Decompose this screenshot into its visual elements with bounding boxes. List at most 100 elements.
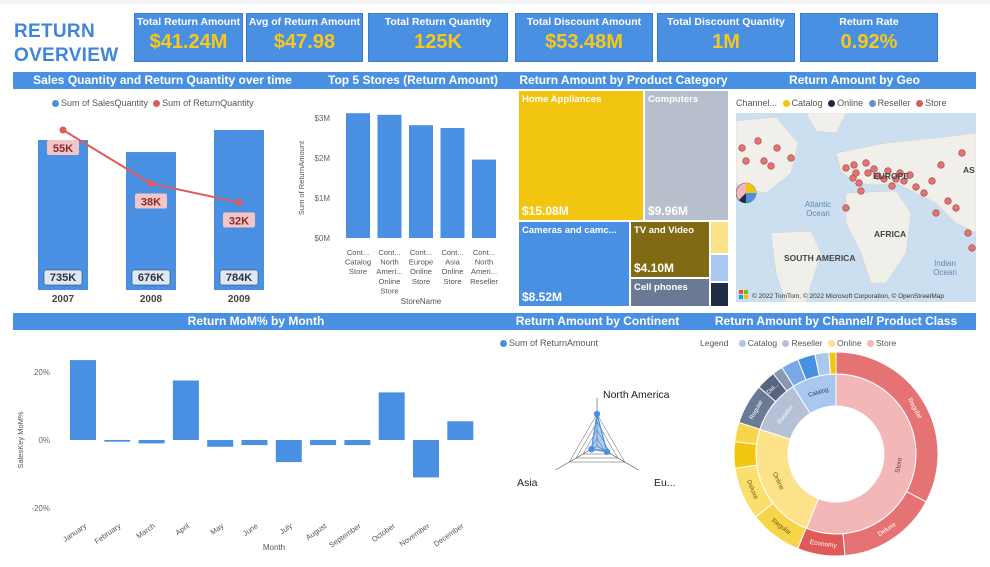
- channel-sunburst-chart[interactable]: RegularDeluxeEconomyStoreOnlineRegularDe…: [696, 348, 976, 562]
- map-store-dot: [864, 169, 872, 177]
- map-store-dot: [912, 183, 920, 191]
- x-tick-label: Store: [412, 277, 430, 286]
- continent-radar-chart[interactable]: North America Eu... Asia: [499, 350, 696, 560]
- return-data-label: 55K: [53, 143, 73, 155]
- kpi-value: $41.24M: [149, 31, 228, 53]
- treemap-cameras[interactable]: Cameras and camc... $8.52M: [519, 222, 629, 306]
- x-tick-label: June: [241, 521, 259, 538]
- sales-bar: [38, 140, 88, 290]
- sales-data-label: 676K: [138, 272, 164, 284]
- y-axis-label: SalesKey MoM%: [16, 411, 25, 468]
- page-title: RETURN OVERVIEW: [14, 20, 129, 68]
- legend-returns: Sum of ReturnQuantity: [162, 98, 254, 108]
- y-axis-label: Sum of ReturnAmount: [297, 140, 306, 215]
- treemap-label: TV and Video: [634, 225, 695, 236]
- legend-dot: [916, 100, 924, 107]
- mom-chart[interactable]: 20% 0% -20% SalesKey MoM% January February Mar…: [13, 332, 499, 557]
- treemap-small-tile[interactable]: [711, 222, 728, 253]
- x-tick-label: December: [432, 521, 466, 549]
- kpi-return-rate[interactable]: Return Rate 0.92%: [800, 13, 938, 62]
- map-store-dot: [880, 175, 888, 183]
- x-tick-label: 2007: [52, 294, 75, 305]
- kpi-avg-return-amount[interactable]: Avg of Return Amount $47.98: [246, 13, 363, 62]
- radar-grid: [575, 421, 619, 459]
- treemap-small-tile[interactable]: [711, 283, 728, 306]
- return-point: [59, 126, 67, 134]
- mom-bar: [447, 421, 474, 440]
- map-store-dot: [958, 149, 966, 157]
- microsoft-logo-icon: [739, 290, 748, 299]
- kpi-total-discount-quantity[interactable]: Total Discount Quantity 1M: [657, 13, 795, 62]
- map-label-asia: AS: [963, 165, 975, 175]
- category-treemap[interactable]: Home Appliances $15.08M Computers $9.96M…: [519, 91, 728, 306]
- y-tick-label: $3M: [314, 114, 330, 123]
- x-tick-label: North: [475, 258, 494, 267]
- top-bar: [0, 0, 990, 4]
- sales-bar: [126, 152, 176, 290]
- map-store-dot: [773, 144, 781, 152]
- x-tick-label: July: [278, 521, 294, 536]
- kpi-label: Return Rate: [839, 16, 899, 28]
- x-tick-label: March: [135, 521, 157, 540]
- map-dots: [736, 137, 976, 252]
- store-bar: [346, 113, 370, 238]
- map-store-dot: [932, 209, 940, 217]
- kpi-total-return-amount[interactable]: Total Return Amount $41.24M: [134, 13, 243, 62]
- kpi-label: Total Discount Quantity: [667, 16, 785, 28]
- treemap-home-appliances[interactable]: Home Appliances $15.08M: [519, 91, 643, 220]
- sunburst-label: Store: [894, 457, 904, 474]
- radar-label: North America: [603, 389, 670, 401]
- store-bar: [409, 125, 433, 238]
- kpi-label: Total Return Quantity: [384, 16, 492, 28]
- map-label-south-america: SOUTH AMERICA: [784, 253, 856, 263]
- map-ocean-atlantic: Atlantic Ocean: [804, 200, 832, 218]
- treemap-computers[interactable]: Computers $9.96M: [645, 91, 728, 220]
- x-tick-label: Cont...: [473, 248, 495, 257]
- radar-grid: [568, 413, 626, 463]
- radar-label: Asia: [517, 477, 538, 489]
- treemap-cell-phones[interactable]: Cell phones: [631, 279, 709, 306]
- map-pie-slice: [746, 193, 756, 203]
- kpi-total-return-quantity[interactable]: Total Return Quantity 125K: [368, 13, 508, 62]
- map-ocean-indian: Indian Ocean: [933, 259, 957, 277]
- return-point: [147, 180, 155, 188]
- map-pie-slice: [739, 193, 746, 203]
- map-store-dot: [742, 157, 750, 165]
- treemap-small-tile[interactable]: [711, 255, 728, 281]
- x-tick-label: Catalog: [345, 258, 371, 267]
- geo-map[interactable]: EUROPE AFRICA SOUTH AMERICA AS Atlantic …: [736, 113, 976, 302]
- map-store-dot: [857, 187, 865, 195]
- kpi-value: 0.92%: [840, 31, 898, 53]
- return-label-bg: [223, 212, 255, 228]
- legend-reseller: Reseller: [791, 338, 823, 348]
- store-bar: [440, 128, 465, 238]
- treemap-tv-video[interactable]: TV and Video $4.10M: [631, 222, 709, 277]
- sales-return-chart[interactable]: 735K 2007 676K 2008 784K 2009 55K 38K 32K: [13, 110, 312, 310]
- kpi-total-discount-amount[interactable]: Total Discount Amount $53.48M: [515, 13, 653, 62]
- legend-catalog: Catalog: [747, 338, 778, 348]
- map-store-dot: [896, 169, 904, 177]
- treemap-label: Cameras and camc...: [522, 225, 617, 236]
- map-store-dot: [852, 169, 860, 177]
- legend-dot: [782, 340, 790, 347]
- legend-dot: [153, 100, 161, 107]
- sunburst-outer-segment: [733, 441, 758, 469]
- treemap-value: $8.52M: [522, 290, 563, 304]
- map-store-dot: [900, 177, 908, 185]
- return-label-bg: [47, 140, 79, 155]
- mom-bar: [138, 440, 165, 444]
- map-store-dot: [944, 197, 952, 205]
- map-store-dot: [760, 157, 768, 165]
- map-store-dot: [892, 175, 900, 183]
- header-sales-vs-return: Sales Quantity and Return Quantity over …: [13, 72, 312, 89]
- legend-store: Store: [925, 98, 947, 108]
- x-tick-label: September: [327, 521, 363, 550]
- radar-area: [590, 413, 608, 453]
- sunburst-label: Catalog: [808, 387, 830, 398]
- sunburst-outer-segment: [828, 351, 837, 375]
- legend-dot: [866, 340, 874, 347]
- sales-data-label: 784K: [226, 272, 252, 284]
- y-tick-label: $2M: [314, 154, 330, 163]
- sales-data-label: 735K: [50, 272, 76, 284]
